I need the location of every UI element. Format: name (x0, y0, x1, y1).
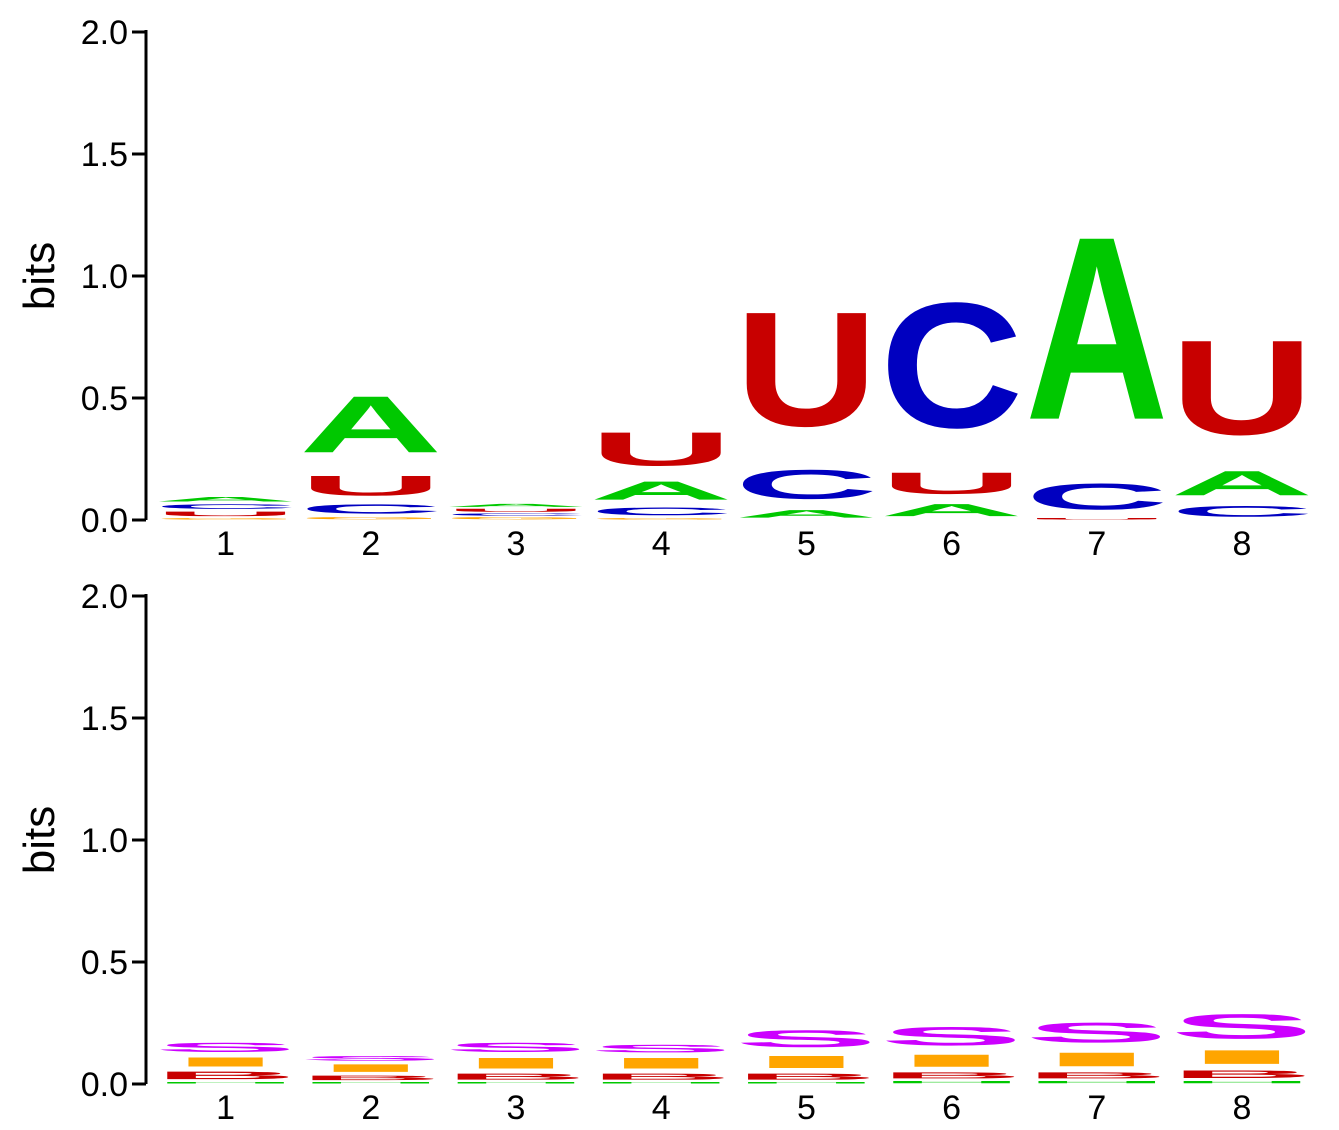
logo-letter-b: B (1170, 1068, 1313, 1080)
x-tick-label: 1 (216, 525, 235, 563)
logo-letter-c: C (1025, 476, 1168, 517)
logo-letter-s: S (590, 1043, 733, 1055)
y-tick-label: 1.5 (81, 136, 128, 174)
logo-letter-s: S (880, 1022, 1023, 1051)
logo-letter-u: U (590, 422, 733, 476)
logo-letter-g: G (590, 518, 733, 520)
logo-letter-h: H (299, 1082, 442, 1084)
x-tick-label: 8 (1233, 525, 1252, 563)
logo-letter-a: A (880, 500, 1023, 519)
x-tick-label: 6 (942, 525, 961, 563)
logo-letter-b: B (1025, 1071, 1168, 1081)
y-tick-label: 0.0 (81, 502, 128, 540)
logo-letter-c: C (154, 503, 297, 510)
x-tick-label: 7 (1087, 1089, 1106, 1127)
logo-letter-i: I (299, 1062, 442, 1074)
logo-letter-g: G (154, 518, 297, 520)
logo-letter-u: U (154, 510, 297, 517)
y-tick-label: 0.5 (81, 380, 128, 418)
logo-letter-b: B (735, 1072, 878, 1082)
logo-letter-i: I (590, 1055, 733, 1072)
logo-letter-u: U (444, 508, 587, 513)
logo-letter-s: S (735, 1026, 878, 1053)
logo-letter-c: C (590, 505, 733, 517)
logo-letter-a: A (299, 380, 442, 470)
logo-letter-a: A (154, 496, 297, 503)
logo-letter-u: U (880, 466, 1023, 500)
logo-letter-h: H (590, 1082, 733, 1084)
logo-letter-b: B (880, 1071, 1023, 1081)
logo-letter-s: S (154, 1040, 297, 1055)
x-tick-label: 2 (361, 525, 380, 563)
logo-letter-s: S (1170, 1007, 1313, 1046)
logo-letter-s: S (444, 1040, 587, 1055)
logo-letter-u: U (735, 279, 878, 461)
logo-letter-i: I (444, 1055, 587, 1072)
y-tick-label: 2.0 (81, 578, 128, 616)
logo-letter-b: B (444, 1072, 587, 1082)
x-tick-label: 5 (797, 1089, 816, 1127)
y-tick-label: 1.5 (81, 700, 128, 738)
logo-letter-i: I (1025, 1049, 1168, 1071)
y-tick-label: 2.0 (81, 14, 128, 52)
y-tick-label: 1.0 (81, 822, 128, 860)
logo-letter-a: A (735, 508, 878, 520)
y-tick-label: 1.0 (81, 258, 128, 296)
logo-letter-u: U (299, 470, 442, 502)
y-axis-title: bits (15, 806, 64, 874)
logo-letter-h: H (880, 1080, 1023, 1084)
logo-letter-a: A (1025, 183, 1168, 475)
logo-letter-i: I (154, 1055, 297, 1070)
logo-letter-b: B (299, 1074, 442, 1081)
logo-letter-c: C (299, 502, 442, 517)
x-tick-label: 4 (652, 525, 671, 563)
logo-letter-i: I (880, 1051, 1023, 1070)
logo-letter-h: H (735, 1082, 878, 1084)
y-axis-title: bits (15, 242, 64, 310)
x-tick-label: 8 (1233, 1089, 1252, 1127)
logo-letter-u: U (1170, 312, 1313, 463)
logo-letter-g: G (444, 516, 587, 520)
logo-letter-h: H (1025, 1080, 1168, 1084)
x-tick-label: 4 (652, 1089, 671, 1127)
logo-letter-c: C (880, 265, 1023, 465)
logo-letter-a: A (590, 476, 733, 505)
x-tick-label: 3 (507, 1089, 526, 1127)
x-tick-label: 3 (507, 525, 526, 563)
x-tick-label: 7 (1087, 525, 1106, 563)
logo-letter-c: C (735, 461, 878, 507)
logo-letter-c: C (444, 513, 587, 517)
logo-letter-a: A (444, 503, 587, 508)
logo-letter-c: C (1170, 503, 1313, 520)
logo-letter-i: I (735, 1052, 878, 1071)
logo-letter-h: H (154, 1082, 297, 1084)
logo-letter-g: G (299, 516, 442, 520)
y-tick-label: 0.0 (81, 1066, 128, 1104)
logo-letter-u: U (1025, 518, 1168, 520)
x-tick-label: 6 (942, 1089, 961, 1127)
logo-letter-h: H (444, 1082, 587, 1084)
x-tick-label: 5 (797, 525, 816, 563)
logo-letter-s: S (299, 1055, 442, 1062)
logo-letter-h: H (1170, 1080, 1313, 1084)
logo-letter-b: B (154, 1069, 297, 1081)
y-tick-label: 0.5 (81, 944, 128, 982)
x-tick-label: 1 (216, 1089, 235, 1127)
logo-letter-a: A (1170, 464, 1313, 503)
x-tick-label: 2 (361, 1089, 380, 1127)
logo-letter-i: I (1170, 1046, 1313, 1068)
logo-letter-b: B (590, 1072, 733, 1082)
logo-letter-s: S (1025, 1017, 1168, 1049)
